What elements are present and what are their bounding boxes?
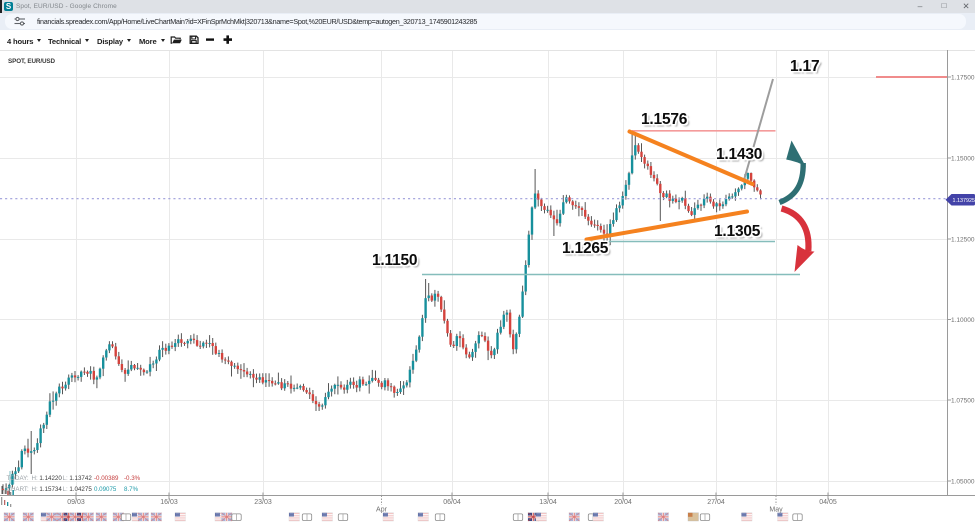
svg-text:13/04: 13/04 bbox=[539, 499, 557, 506]
svg-text:20/04: 20/04 bbox=[614, 499, 632, 506]
svg-text:06/04: 06/04 bbox=[443, 499, 461, 506]
svg-text:Apr: Apr bbox=[376, 507, 388, 514]
svg-text:1.10000: 1.10000 bbox=[951, 317, 975, 324]
svg-text:1.07500: 1.07500 bbox=[951, 397, 975, 404]
svg-text:May: May bbox=[769, 507, 783, 514]
svg-text:1.17500: 1.17500 bbox=[951, 74, 975, 81]
svg-text:04/05: 04/05 bbox=[819, 499, 837, 506]
svg-text:1.12500: 1.12500 bbox=[951, 236, 975, 243]
svg-text:1.05000: 1.05000 bbox=[951, 478, 975, 485]
svg-text:1.15000: 1.15000 bbox=[951, 155, 975, 162]
svg-text:27/04: 27/04 bbox=[707, 499, 725, 506]
svg-text:16/03: 16/03 bbox=[160, 499, 178, 506]
svg-text:1.137925: 1.137925 bbox=[953, 198, 975, 204]
svg-text:23/03: 23/03 bbox=[254, 499, 272, 506]
svg-text:09/03: 09/03 bbox=[67, 499, 85, 506]
